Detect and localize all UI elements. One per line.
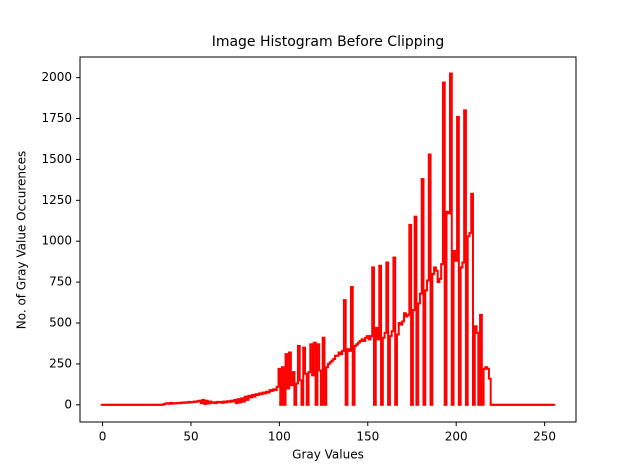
y-tick-label: 1750: [41, 111, 72, 125]
y-tick-label: 1500: [41, 152, 72, 166]
y-tick-label: 2000: [41, 70, 72, 84]
x-tick-label: 100: [268, 430, 291, 444]
y-tick-label: 250: [49, 356, 72, 370]
y-axis-label: No. of Gray Value Occurences: [15, 151, 29, 330]
y-tick-label: 750: [49, 275, 72, 289]
y-tick-label: 0: [64, 397, 72, 411]
y-tick-label: 1250: [41, 193, 72, 207]
plot-frame: [79, 56, 577, 423]
x-tick-label: 150: [356, 430, 379, 444]
x-tick-label: 0: [99, 430, 107, 444]
y-tick-label: 500: [49, 316, 72, 330]
x-tick-label: 200: [445, 430, 468, 444]
chart-title: Image Histogram Before Clipping: [212, 34, 445, 50]
x-axis-label: Gray Values: [292, 448, 364, 462]
x-tick-label: 250: [533, 430, 556, 444]
x-tick-label: 50: [183, 430, 198, 444]
y-tick-label: 1000: [41, 234, 72, 248]
